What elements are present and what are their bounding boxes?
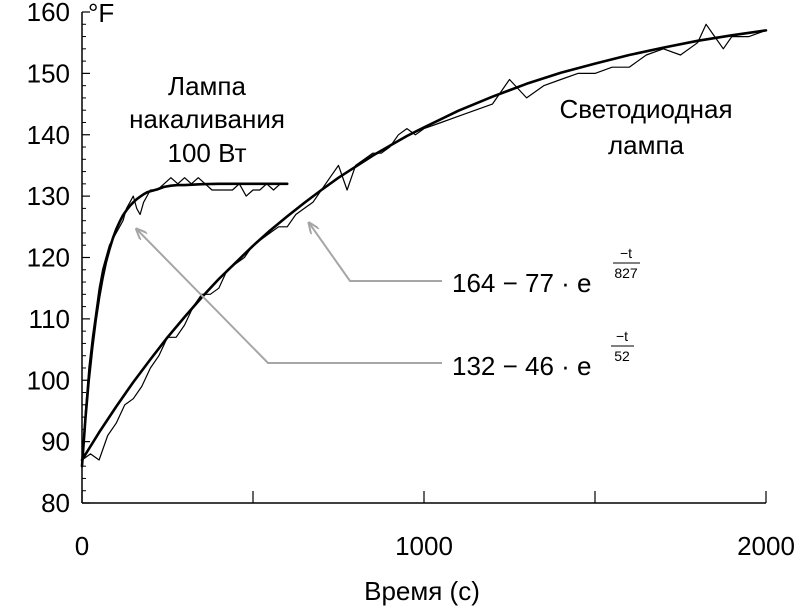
x-axis-label: Время (с) xyxy=(364,576,480,606)
y-tick-label: 130 xyxy=(27,181,70,211)
y-tick-label: 140 xyxy=(27,120,70,150)
y-tick-label: 150 xyxy=(27,58,70,88)
fit-curve-line xyxy=(80,182,289,468)
led-label-line-2: лампа xyxy=(608,130,685,160)
led-formula-exponent-denominator: 827 xyxy=(614,265,638,281)
y-tick-label: 80 xyxy=(41,488,70,518)
fit-curve-line xyxy=(80,29,768,462)
x-tick-label: 2000 xyxy=(737,531,795,561)
incandescent-formula-exponent-numerator: −t xyxy=(616,328,628,344)
y-tick-label: 90 xyxy=(41,427,70,457)
x-tick-label: 0 xyxy=(75,531,89,561)
measured-data-line xyxy=(81,177,288,467)
led-formula-exponent-numerator: −t xyxy=(620,245,632,261)
axes-layer: 80 90 100 110 120 130 140 150 160 0 1000 2000 xyxy=(27,0,795,561)
incandescent-label-line-1: Лампа xyxy=(168,71,246,101)
incandescent-label-line-3: 100 Вт xyxy=(168,138,247,168)
y-tick-label: 120 xyxy=(27,243,70,273)
measured-data-line xyxy=(81,23,767,461)
incandescent-label-line-2: накаливания xyxy=(129,104,285,134)
incandescent-formula-exponent-denominator: 52 xyxy=(614,348,630,364)
led-formula-arrow xyxy=(309,223,442,282)
incandescent-formula-arrow xyxy=(136,229,442,364)
y-tick-label: 160 xyxy=(27,0,70,27)
annotation-arrows xyxy=(136,223,442,364)
y-tick-label: 100 xyxy=(27,365,70,395)
led-label-line-1: Светодиодная xyxy=(559,94,732,124)
incandescent-formula-base: 132 − 46 · e xyxy=(452,351,592,381)
y-unit-label: °F xyxy=(88,0,114,28)
y-tick-label: 110 xyxy=(29,304,70,334)
series-layer xyxy=(80,23,768,468)
led-formula-base: 164 − 77 · e xyxy=(452,268,592,298)
x-tick-label: 1000 xyxy=(395,531,453,561)
